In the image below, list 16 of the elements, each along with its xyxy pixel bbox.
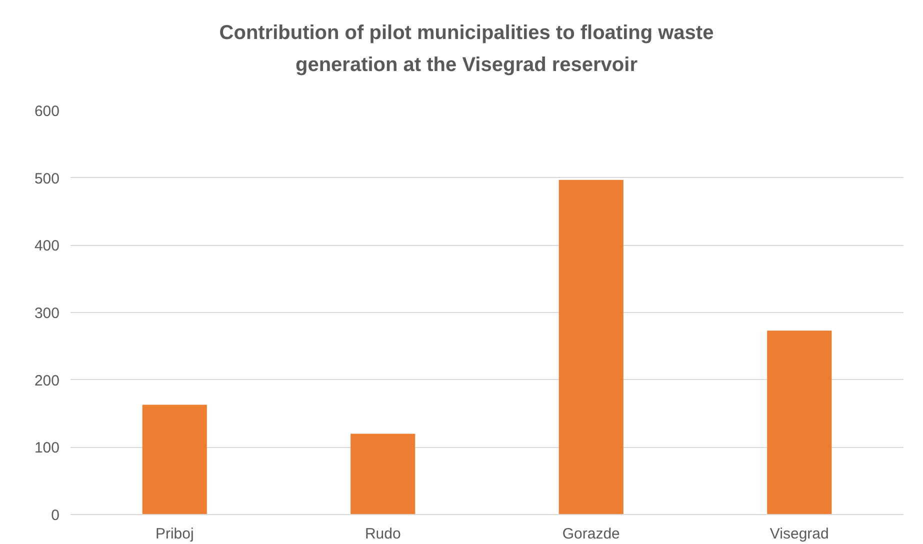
y-tick-label: 400	[34, 238, 60, 255]
y-tick-label: 500	[34, 170, 60, 188]
bar	[142, 404, 207, 514]
x-tick-label: Priboj	[155, 526, 194, 542]
y-tick-label: 600	[34, 103, 60, 120]
bar	[558, 180, 624, 514]
y-tick-label: 100	[34, 440, 60, 457]
y-tick-label: 0	[51, 507, 60, 524]
x-tick-label: Visegrad	[770, 526, 829, 542]
chart-title: Contribution of pilot municipalities to floating waste generation at the Visegrad reservoir	[219, 21, 714, 78]
bar	[350, 434, 416, 514]
bar	[767, 330, 832, 514]
x-tick-label: Gorazde	[562, 526, 620, 542]
y-tick-label: 300	[34, 305, 60, 322]
x-tick-label: Rudo	[364, 526, 401, 542]
y-tick-label: 200	[34, 372, 60, 390]
